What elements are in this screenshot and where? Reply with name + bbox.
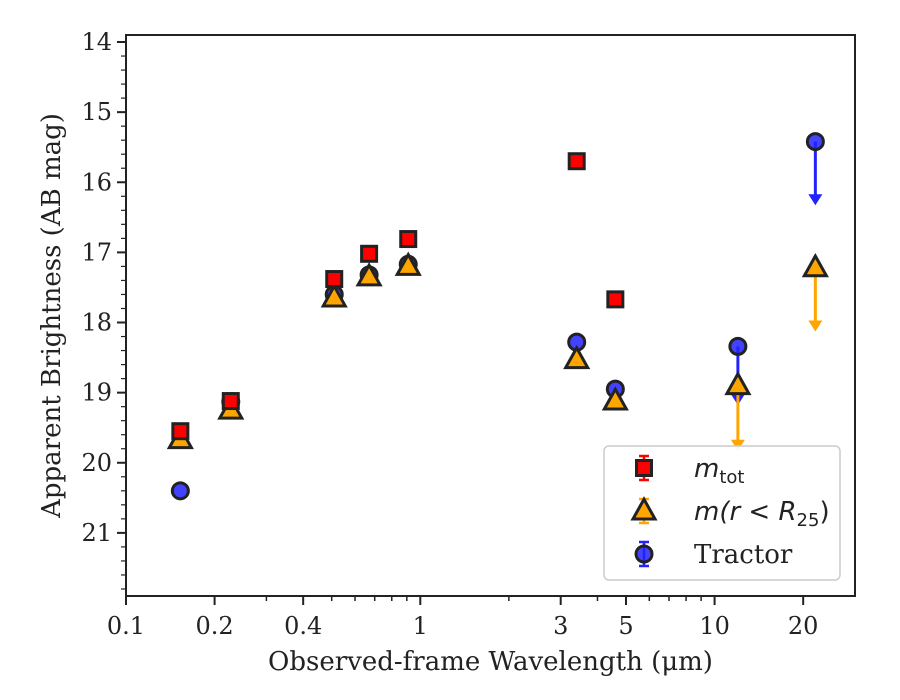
legend-circle-marker: [634, 544, 654, 564]
legend-label: Tractor: [694, 540, 793, 570]
triangle-data-point: [320, 283, 348, 308]
axis-ticks: 0.1 0.2 0.4 1 3 5 10 20 14 15 16 17 18 19 20 21: [81, 28, 818, 640]
triangle-data-point: [355, 262, 383, 287]
y-axis-label: Apparent Brightness (AB mag): [37, 113, 67, 519]
square-data-point: [399, 230, 418, 249]
legend-triangle-marker: [630, 496, 658, 521]
y-tick-label: 20: [81, 449, 112, 477]
y-tick-label: 19: [81, 379, 112, 407]
triangle-data-point: [601, 386, 629, 411]
legend-label-subscript: 25: [797, 510, 820, 531]
y-tick-label: 14: [81, 28, 112, 56]
y-tick-label: 18: [81, 309, 112, 337]
y-tick-label: 21: [81, 519, 112, 547]
x-tick-label: 1: [413, 612, 428, 640]
x-tick-label: 5: [618, 612, 633, 640]
legend: mtot m(r < R25) Tractor: [603, 445, 841, 581]
x-tick-label: 0.4: [284, 612, 322, 640]
x-tick-label: 10: [699, 612, 730, 640]
legend-label-main: m: [694, 454, 719, 484]
x-tick-label: 0.1: [107, 612, 145, 640]
circle-data-point: [805, 132, 825, 152]
triangle-data-point: [563, 344, 591, 370]
square-data-point: [171, 422, 190, 441]
circle-upper-limit-arrow-head: [808, 194, 823, 206]
legend-label-subscript: tot: [719, 467, 744, 488]
triangle-upper-limit-arrow-head: [730, 439, 745, 451]
square-data-point: [360, 244, 379, 263]
legend-label: mtot: [694, 454, 744, 488]
square-data-point: [567, 152, 586, 171]
x-axis-label: Observed-frame Wavelength (μm): [268, 647, 713, 677]
triangle-data-point: [724, 370, 752, 396]
circle-data-point: [170, 481, 190, 501]
triangle-upper-limit-arrow-head: [808, 320, 823, 332]
y-tick-label: 15: [81, 98, 112, 126]
legend-label-rest: ): [819, 497, 829, 527]
square-data-point: [221, 392, 240, 411]
square-data-point: [606, 290, 625, 309]
legend-label: m(r < R25): [694, 497, 830, 531]
data-marks: [166, 132, 829, 501]
y-tick-label: 16: [81, 168, 112, 196]
legend-box: [603, 445, 841, 581]
triangle-data-point: [801, 252, 829, 278]
plot-area-frame: [125, 34, 856, 597]
square-data-point: [325, 270, 344, 289]
legend-label-main: m(r < R: [694, 497, 797, 527]
legend-label-main: Tractor: [694, 540, 793, 570]
x-tick-label: 20: [788, 612, 819, 640]
x-tick-label: 3: [553, 612, 568, 640]
legend-square-marker: [635, 459, 653, 477]
x-tick-label: 0.2: [196, 612, 234, 640]
triangle-data-point: [394, 251, 422, 276]
y-tick-label: 17: [81, 238, 112, 266]
circle-data-point: [728, 336, 748, 356]
